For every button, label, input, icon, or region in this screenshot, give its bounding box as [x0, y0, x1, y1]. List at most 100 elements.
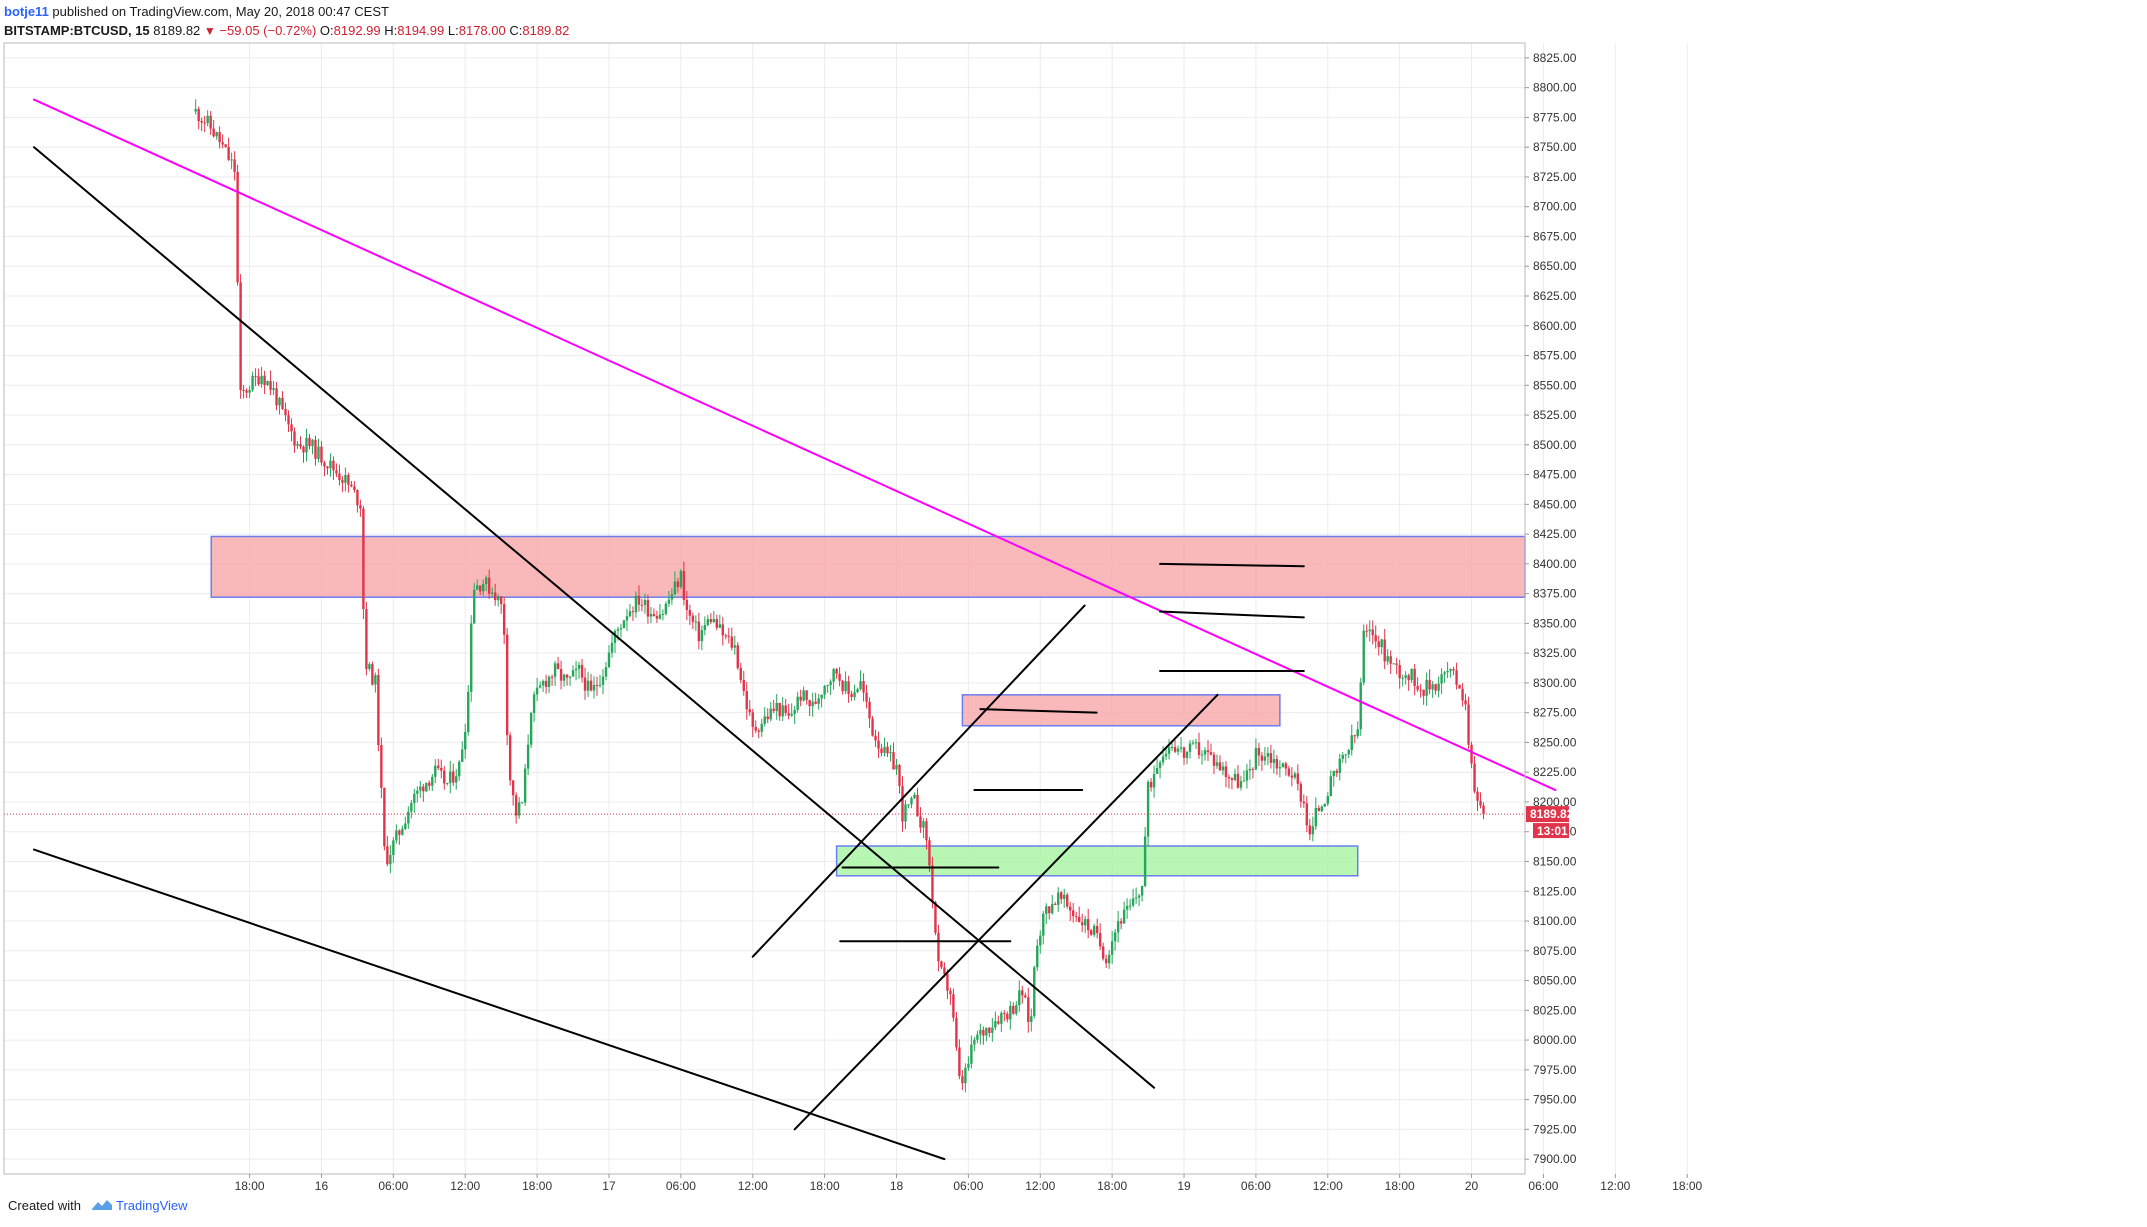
candle-body	[1275, 759, 1279, 769]
candle-body	[1063, 894, 1066, 899]
price-tick-label: 8550.00	[1533, 378, 1577, 392]
time-tick-label: 18	[890, 1179, 904, 1193]
candle-body	[616, 629, 620, 631]
lower-rising-channel	[793, 693, 1219, 1131]
candle-body	[1155, 767, 1159, 774]
candle-body	[1440, 674, 1443, 684]
tradingview-link[interactable]: TradingView	[116, 1198, 188, 1213]
candle-body	[880, 748, 883, 753]
candle-body	[368, 664, 371, 669]
candle-body	[428, 782, 431, 786]
candle-body	[1173, 747, 1177, 752]
candle-body	[371, 664, 374, 685]
candle-body	[523, 768, 527, 803]
candle-body	[1206, 750, 1210, 753]
candle-body	[1098, 933, 1102, 947]
candle-body	[458, 761, 461, 777]
author-link[interactable]: botje11	[4, 4, 49, 19]
candle-body	[311, 439, 314, 447]
time-tick-label: 12:00	[1313, 1179, 1343, 1193]
candle-body	[1323, 803, 1326, 807]
candle-body	[1125, 905, 1129, 910]
candle-body	[1446, 670, 1449, 673]
candle-body	[595, 684, 599, 686]
candle-body	[1051, 903, 1054, 914]
candle-body	[461, 749, 464, 762]
price-tick-label: 8825.00	[1533, 51, 1577, 65]
candle-body	[487, 577, 491, 594]
time-tick-label: 06:00	[953, 1179, 983, 1193]
candle-body	[802, 690, 805, 701]
candle-body	[748, 709, 751, 713]
candle-body	[1089, 930, 1093, 935]
time-tick-label: 12:00	[1600, 1179, 1630, 1193]
candle-body	[961, 1076, 964, 1084]
candle-body	[712, 619, 716, 622]
ohlc-line: BITSTAMP:BTCUSD, 15 8189.82 ▼ −59.05 (−0…	[4, 21, 569, 41]
candle-body	[907, 804, 910, 806]
candle-body	[832, 669, 835, 682]
candle-body	[1224, 766, 1228, 778]
candle-body	[383, 787, 386, 847]
time-tick-label: 06:00	[1528, 1179, 1558, 1193]
candle-body	[895, 765, 898, 770]
price-tick-label: 8475.00	[1533, 468, 1577, 482]
candle-body	[1212, 754, 1216, 766]
time-axis[interactable]: 18:00 16 06:00 12:00 18:00 17 06:00 12:00 18:00 1…	[235, 1174, 1703, 1193]
candle-body	[997, 1021, 1000, 1024]
candle-body	[1404, 675, 1407, 678]
candle-body	[1039, 935, 1042, 946]
high-label: H:	[384, 23, 398, 38]
candle-body	[1401, 677, 1404, 679]
candle-body	[1329, 776, 1332, 797]
price-axis[interactable]: 7900.00 7925.00 7950.00 7975.00 8000.00 8025.…	[1525, 51, 1577, 1166]
candle-body	[823, 686, 826, 695]
candle-body	[910, 797, 913, 805]
candle-body	[649, 614, 653, 617]
candle-body	[1078, 916, 1081, 923]
candle-body	[353, 486, 356, 491]
level-8360	[1159, 610, 1305, 619]
price-tick-label: 7975.00	[1533, 1063, 1577, 1077]
time-tick-label: 06:00	[1241, 1179, 1271, 1193]
level-8400	[1159, 562, 1305, 568]
candle-body	[757, 730, 760, 732]
candle-body	[1383, 639, 1386, 662]
candle-body	[1452, 669, 1455, 671]
candle-body	[1060, 892, 1063, 899]
candle-body	[392, 840, 395, 856]
candle-body	[766, 716, 769, 720]
candle-body	[955, 1017, 958, 1048]
candle-body	[407, 811, 410, 824]
price-tick-label: 8275.00	[1533, 706, 1577, 720]
candle-body	[916, 794, 919, 817]
created-with-label: Created with	[8, 1198, 81, 1213]
magenta-channel-line	[32, 98, 1557, 792]
candle-body	[1371, 629, 1374, 636]
price-tick-label: 8650.00	[1533, 259, 1577, 273]
candle-body	[1095, 925, 1099, 934]
candle-body	[320, 446, 323, 463]
candle-body	[946, 973, 949, 991]
candle-body	[607, 652, 611, 668]
price-tick-label: 8000.00	[1533, 1033, 1577, 1047]
publish-info: published on TradingView.com, May 20, 20…	[52, 4, 389, 19]
candle-body	[341, 480, 344, 483]
candle-body	[817, 698, 820, 704]
candle-body	[1302, 801, 1306, 804]
candle-body	[775, 702, 778, 712]
candle-body	[1036, 945, 1039, 968]
candle-body	[227, 147, 230, 160]
candle-body	[194, 108, 197, 112]
candle-body	[1083, 919, 1087, 926]
candle-body	[242, 390, 245, 392]
candle-body	[535, 687, 539, 695]
candle-body	[452, 771, 455, 783]
candle-body	[212, 128, 215, 137]
candle-body	[922, 821, 925, 828]
candle-body	[859, 681, 862, 690]
candle-body	[404, 823, 407, 829]
candle-body	[344, 475, 347, 483]
candle-body	[1338, 758, 1341, 773]
